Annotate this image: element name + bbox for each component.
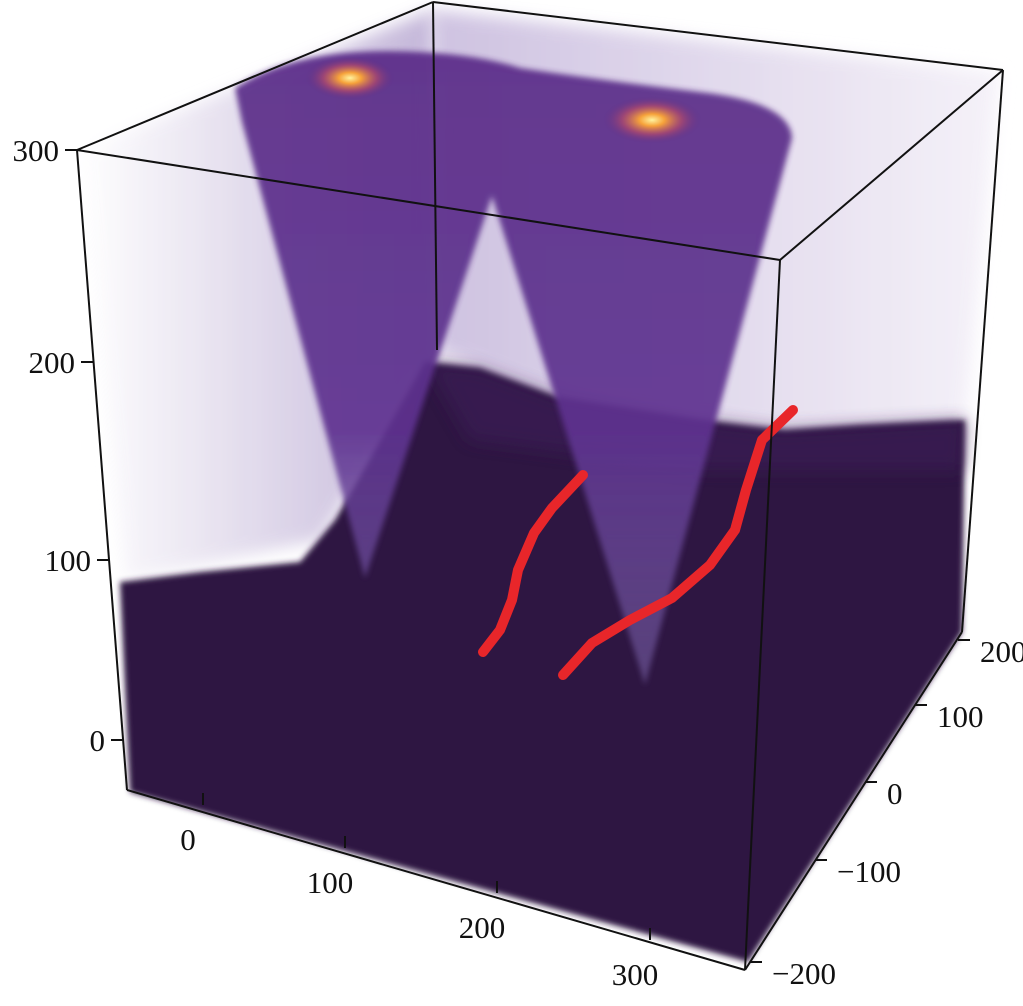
density-cones — [235, 51, 792, 685]
y-tick-label: 100 — [937, 699, 984, 734]
x-tick-label: 300 — [612, 957, 659, 992]
hotspot-left — [305, 56, 395, 100]
curve-1 — [478, 470, 588, 657]
curve-2 — [558, 405, 798, 680]
axis-ticks: 0 100 200 300 −200 −100 0 100 200 0 100 200 300 — [13, 133, 1023, 992]
volume-top-surface — [425, 362, 965, 470]
z-tick-label: 200 — [29, 345, 76, 380]
y-tick-label: 0 — [887, 776, 903, 811]
x-tick-label: 0 — [180, 822, 196, 857]
y-tick-label: −100 — [837, 854, 901, 889]
y-tick-label: −200 — [772, 956, 836, 991]
x-tick-label: 200 — [459, 910, 506, 945]
y-tick-label: 200 — [980, 634, 1023, 669]
z-tick-label: 300 — [13, 133, 60, 168]
z-tick-label: 0 — [90, 723, 106, 758]
bounding-box — [76, 1, 1004, 971]
x-tick-label: 100 — [307, 865, 354, 900]
hotspot-right — [602, 96, 702, 144]
z-tick-label: 100 — [45, 543, 92, 578]
